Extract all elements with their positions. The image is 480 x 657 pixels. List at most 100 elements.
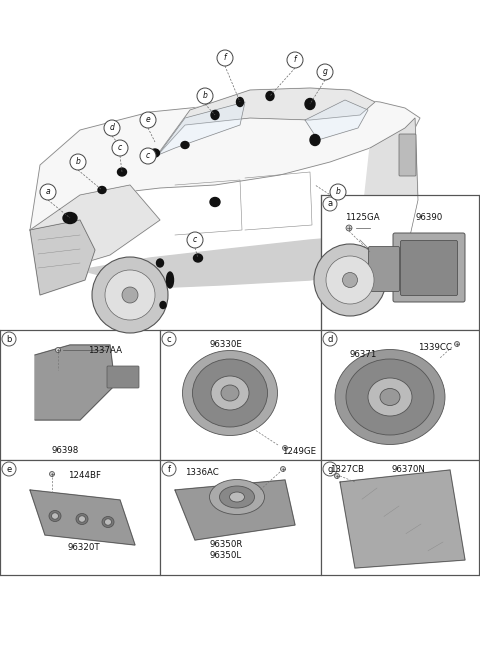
- Ellipse shape: [193, 254, 203, 262]
- Text: 96330E: 96330E: [210, 340, 243, 349]
- Text: e: e: [6, 464, 12, 474]
- Circle shape: [140, 148, 156, 164]
- FancyBboxPatch shape: [400, 240, 457, 296]
- Text: 96350R: 96350R: [210, 540, 243, 549]
- Text: a: a: [327, 200, 333, 208]
- Circle shape: [140, 112, 156, 128]
- Text: 1249GE: 1249GE: [282, 447, 316, 456]
- FancyBboxPatch shape: [399, 134, 416, 176]
- Polygon shape: [80, 235, 395, 288]
- Bar: [0, 460, 160, 575]
- Text: f: f: [294, 55, 296, 64]
- Circle shape: [317, 64, 333, 80]
- Ellipse shape: [76, 514, 88, 524]
- Circle shape: [40, 184, 56, 200]
- Bar: [160, 330, 321, 460]
- Text: 96320T: 96320T: [68, 543, 101, 552]
- Polygon shape: [30, 220, 95, 295]
- Ellipse shape: [368, 378, 412, 416]
- Circle shape: [280, 466, 286, 472]
- Text: 1244BF: 1244BF: [68, 471, 101, 480]
- Ellipse shape: [79, 516, 85, 522]
- Ellipse shape: [49, 510, 61, 522]
- Text: c: c: [167, 334, 171, 344]
- Text: b: b: [6, 334, 12, 344]
- Text: 1336AC: 1336AC: [185, 468, 219, 477]
- Text: f: f: [168, 464, 170, 474]
- Text: 1339CC: 1339CC: [418, 343, 452, 352]
- Text: d: d: [109, 124, 114, 133]
- Circle shape: [287, 52, 303, 68]
- Polygon shape: [155, 88, 375, 158]
- Bar: [0, 330, 160, 460]
- Circle shape: [70, 154, 86, 170]
- Ellipse shape: [181, 141, 189, 148]
- Ellipse shape: [182, 350, 277, 436]
- Circle shape: [330, 184, 346, 200]
- Circle shape: [162, 332, 176, 346]
- Ellipse shape: [380, 388, 400, 405]
- Text: e: e: [145, 116, 150, 124]
- Text: 96350L: 96350L: [210, 551, 242, 560]
- Circle shape: [2, 462, 16, 476]
- Ellipse shape: [209, 480, 264, 514]
- Ellipse shape: [211, 376, 249, 410]
- Ellipse shape: [221, 385, 239, 401]
- Ellipse shape: [105, 519, 111, 525]
- Circle shape: [49, 472, 55, 476]
- Ellipse shape: [210, 198, 220, 206]
- Circle shape: [162, 462, 176, 476]
- Text: c: c: [118, 143, 122, 152]
- Ellipse shape: [156, 259, 164, 267]
- Bar: [321, 195, 479, 330]
- Polygon shape: [30, 98, 420, 230]
- Circle shape: [323, 197, 337, 211]
- Ellipse shape: [118, 168, 127, 176]
- Circle shape: [104, 120, 120, 136]
- Ellipse shape: [167, 272, 173, 288]
- Ellipse shape: [160, 302, 166, 309]
- Text: 96370N: 96370N: [392, 465, 426, 474]
- Ellipse shape: [335, 350, 445, 445]
- Text: 96371: 96371: [350, 350, 377, 359]
- Text: b: b: [203, 91, 207, 101]
- Ellipse shape: [51, 512, 59, 519]
- Ellipse shape: [310, 135, 320, 145]
- Circle shape: [335, 474, 339, 478]
- Polygon shape: [158, 102, 245, 155]
- Text: g: g: [323, 68, 327, 76]
- Ellipse shape: [266, 91, 274, 101]
- Polygon shape: [35, 345, 115, 420]
- Circle shape: [455, 342, 459, 346]
- Text: c: c: [193, 235, 197, 244]
- Ellipse shape: [237, 97, 243, 106]
- Circle shape: [323, 332, 337, 346]
- Ellipse shape: [305, 99, 315, 110]
- Text: b: b: [75, 158, 81, 166]
- Ellipse shape: [229, 492, 244, 502]
- Ellipse shape: [346, 359, 434, 435]
- Text: 96390: 96390: [415, 213, 442, 222]
- FancyBboxPatch shape: [369, 246, 399, 292]
- Ellipse shape: [102, 516, 114, 528]
- Text: f: f: [224, 53, 226, 62]
- Polygon shape: [30, 185, 160, 270]
- Polygon shape: [305, 100, 368, 140]
- Text: g: g: [327, 464, 333, 474]
- Ellipse shape: [151, 149, 159, 157]
- Circle shape: [122, 287, 138, 303]
- Circle shape: [343, 273, 358, 288]
- Circle shape: [2, 332, 16, 346]
- Circle shape: [283, 445, 288, 451]
- Circle shape: [314, 244, 386, 316]
- Text: a: a: [46, 187, 50, 196]
- Text: 1337AA: 1337AA: [88, 346, 122, 355]
- Circle shape: [112, 140, 128, 156]
- Polygon shape: [360, 118, 418, 265]
- Text: b: b: [336, 187, 340, 196]
- Polygon shape: [340, 470, 465, 568]
- Text: 96398: 96398: [52, 446, 79, 455]
- Ellipse shape: [98, 187, 106, 194]
- Polygon shape: [175, 480, 295, 540]
- Ellipse shape: [219, 486, 254, 508]
